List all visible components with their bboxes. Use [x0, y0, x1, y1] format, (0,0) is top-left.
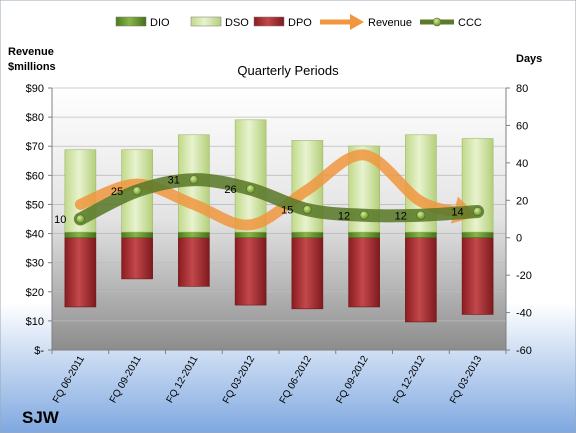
legend-item-ccc: CCC — [420, 17, 482, 29]
dpo-bar — [121, 237, 153, 280]
dpo-bar — [178, 237, 210, 287]
ccc-point — [416, 210, 426, 220]
left-tick-label: $90 — [26, 83, 44, 95]
ccc-line — [73, 173, 485, 226]
ccc-data-label: 15 — [281, 205, 293, 217]
legend-label: CCC — [458, 17, 482, 29]
legend-item-revenue: Revenue — [320, 14, 412, 30]
ccc-point — [246, 184, 256, 194]
dpo-bar — [234, 237, 267, 306]
ccc-data-label: 12 — [395, 210, 407, 222]
dio-bar — [348, 231, 380, 239]
legend-swatch — [190, 16, 222, 27]
legend-swatch — [115, 16, 147, 27]
left-axis-title-line1: Revenue — [8, 46, 54, 58]
legend-label: DIO — [150, 17, 170, 29]
left-tick-label: $- — [34, 345, 44, 357]
legend-swatch — [253, 16, 285, 27]
ccc-data-label: 31 — [168, 175, 180, 187]
right-tick-label: 0 — [516, 233, 522, 245]
dpo-bar — [291, 237, 324, 310]
left-tick-label: $80 — [26, 112, 44, 124]
right-tick-label: 40 — [516, 158, 528, 170]
ccc-layer: 10 25 31 26 15 12 12 14 — [54, 173, 485, 226]
ccc-point — [473, 207, 483, 217]
left-tick-label: $40 — [26, 229, 44, 241]
legend-item-dpo: DPO — [253, 16, 312, 29]
dio-bar — [121, 231, 153, 239]
right-tick-label: 80 — [516, 83, 528, 95]
left-tick-label: $10 — [26, 316, 44, 328]
dpo-bar — [64, 237, 97, 308]
chart-title: Quarterly Periods — [237, 63, 339, 78]
dso-bar — [234, 119, 267, 233]
right-tick-label: -60 — [516, 345, 532, 357]
left-tick-label: $70 — [26, 141, 44, 153]
left-tick-label: $60 — [26, 170, 44, 182]
ccc-data-label: 25 — [111, 186, 123, 198]
legend-arrowhead — [350, 14, 364, 30]
legend-item-dso: DSO — [190, 16, 249, 29]
ccc-data-label: 26 — [224, 184, 236, 196]
right-tick-label: -20 — [516, 270, 532, 282]
ccc-data-label: 10 — [54, 214, 66, 226]
dpo-bar — [461, 237, 494, 315]
legend: DIO DSO DPO Revenue CCC — [115, 14, 482, 30]
legend-marker — [432, 17, 442, 27]
right-axis-title: Days — [516, 53, 542, 65]
ccc-data-label: 12 — [338, 210, 350, 222]
ccc-data-label: 14 — [451, 207, 463, 219]
legend-label: DPO — [288, 17, 312, 29]
left-tick-label: $30 — [26, 258, 44, 270]
ccc-point — [132, 186, 142, 196]
dio-bar — [64, 231, 97, 239]
legend-label: Revenue — [368, 17, 412, 29]
right-tick-label: -40 — [516, 308, 532, 320]
left-axis-title-line2: $millions — [8, 61, 56, 73]
dio-bar — [178, 231, 210, 239]
dio-bar — [461, 231, 494, 239]
right-tick-label: 20 — [516, 195, 528, 207]
dpo-bar — [405, 237, 437, 323]
ccc-point — [359, 210, 369, 220]
ccc-point — [302, 205, 312, 215]
left-tick-label: $20 — [26, 287, 44, 299]
right-tick-label: 60 — [516, 120, 528, 132]
ccc-point — [75, 214, 85, 224]
legend-label: DSO — [225, 17, 249, 29]
dpo-bar — [348, 237, 380, 308]
legend-item-dio: DIO — [115, 16, 170, 29]
company-label: SJW — [22, 408, 60, 427]
left-tick-label: $50 — [26, 199, 44, 211]
dio-bar — [405, 231, 437, 239]
dio-bar — [234, 231, 267, 239]
ccc-point — [189, 175, 199, 185]
dio-bar — [291, 231, 324, 239]
